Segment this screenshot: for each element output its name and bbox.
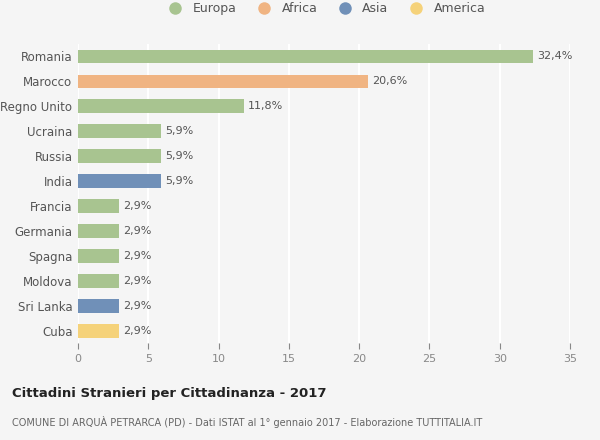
Bar: [78, 324, 119, 337]
Legend: Europa, Africa, Asia, America: Europa, Africa, Asia, America: [163, 2, 485, 15]
Text: 2,9%: 2,9%: [123, 251, 151, 261]
Text: 5,9%: 5,9%: [165, 151, 193, 161]
Text: 20,6%: 20,6%: [372, 77, 407, 86]
Bar: [78, 74, 368, 88]
Text: 2,9%: 2,9%: [123, 201, 151, 211]
Text: 2,9%: 2,9%: [123, 301, 151, 311]
Bar: [78, 199, 119, 213]
Text: 32,4%: 32,4%: [538, 51, 573, 62]
Text: 5,9%: 5,9%: [165, 126, 193, 136]
Bar: [78, 99, 244, 113]
Text: 11,8%: 11,8%: [248, 101, 283, 111]
Text: 2,9%: 2,9%: [123, 326, 151, 336]
Text: 2,9%: 2,9%: [123, 276, 151, 286]
Text: 2,9%: 2,9%: [123, 226, 151, 236]
Bar: [78, 125, 161, 138]
Bar: [78, 174, 161, 188]
Bar: [78, 249, 119, 263]
Bar: [78, 50, 533, 63]
Bar: [78, 299, 119, 313]
Text: Cittadini Stranieri per Cittadinanza - 2017: Cittadini Stranieri per Cittadinanza - 2…: [12, 387, 326, 400]
Bar: [78, 224, 119, 238]
Text: 5,9%: 5,9%: [165, 176, 193, 186]
Bar: [78, 274, 119, 288]
Bar: [78, 149, 161, 163]
Text: COMUNE DI ARQUÀ PETRARCA (PD) - Dati ISTAT al 1° gennaio 2017 - Elaborazione TUT: COMUNE DI ARQUÀ PETRARCA (PD) - Dati IST…: [12, 416, 482, 428]
